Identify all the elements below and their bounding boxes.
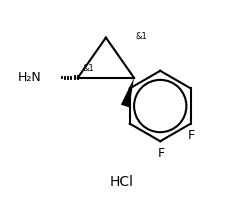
Text: &1: &1 [135,32,147,41]
Text: &1: &1 [83,64,94,73]
Text: F: F [158,147,165,160]
Text: F: F [188,129,195,142]
Text: H₂N: H₂N [18,71,41,84]
Text: HCl: HCl [110,175,134,190]
Polygon shape [121,78,134,107]
